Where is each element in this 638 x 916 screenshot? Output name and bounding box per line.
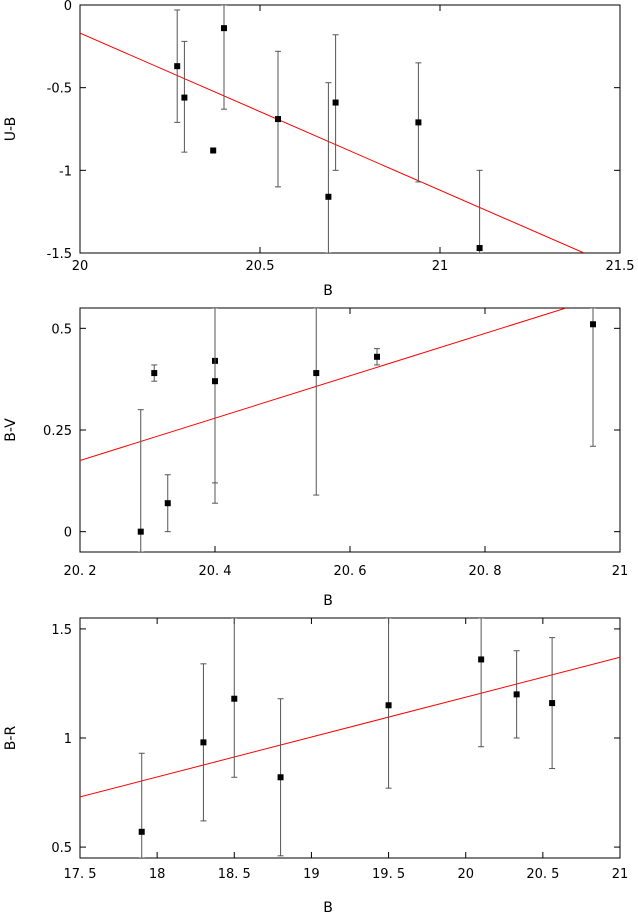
data-point	[231, 695, 238, 702]
data-point	[164, 500, 171, 507]
data-point	[313, 370, 320, 377]
chart-panel-2: 20. 2 20. 4 20. 6 20. 8 21 0 0.25 0.5 B B-V	[3, 307, 629, 609]
x-tick-label: 20. 2	[63, 564, 96, 579]
y-tick-label: 1.5	[51, 623, 72, 638]
x-axis-title: B	[323, 900, 333, 916]
plot-frame	[79, 307, 621, 553]
y-tick-label: 1	[64, 732, 72, 747]
data-point	[590, 321, 596, 328]
fit-line	[80, 656, 620, 798]
y-tick-label: -0.5	[47, 82, 72, 97]
x-tick-label: 18	[149, 867, 166, 882]
data-point	[476, 245, 483, 252]
x-tick-label: 20	[457, 867, 474, 882]
x-tick-label: 20.5	[246, 259, 275, 274]
data-point	[478, 656, 485, 663]
data-point	[138, 828, 145, 835]
y-axis-title: B-V	[3, 418, 19, 442]
fit-line	[80, 308, 567, 461]
data-point	[513, 691, 520, 698]
x-tick-label: 20. 5	[526, 867, 559, 882]
y-tick-label: 0	[64, 526, 72, 541]
y-tick-label: -1	[59, 164, 72, 179]
data-point	[151, 370, 158, 377]
plot-frame	[79, 617, 621, 859]
data-point	[332, 99, 339, 106]
data-point	[415, 119, 422, 126]
x-axis-title: B	[323, 593, 333, 609]
data-point	[549, 700, 556, 707]
x-tick-label: 21	[612, 867, 629, 882]
data-point	[210, 147, 217, 154]
data-point	[174, 63, 181, 70]
data-point	[277, 774, 284, 781]
x-tick-label: 20. 8	[468, 564, 501, 579]
fit-line	[80, 32, 585, 253]
chart-panel-1: 20 20.5 21 21.5 0 -0.5 -1 -1.5 B U-B	[3, 0, 634, 299]
x-tick-label: 20. 4	[198, 564, 231, 579]
data-point	[325, 193, 332, 200]
x-tick-label: 21.5	[606, 259, 635, 274]
y-axis-title: U-B	[3, 117, 19, 141]
plot-frame	[79, 4, 621, 254]
x-tick-label: 21	[432, 259, 449, 274]
x-axis-title: B	[323, 283, 333, 299]
chart-panel-3: 17. 5 18 18. 5 19 19. 5 20 20. 5 21 0.5 1 1.5 B B-R	[3, 617, 629, 916]
x-tick-label: 19	[303, 867, 320, 882]
y-axis-title: B-R	[3, 726, 19, 751]
x-tick-label: 20. 6	[333, 564, 366, 579]
x-tick-label: 17. 5	[63, 867, 96, 882]
x-tick-label: 18. 5	[218, 867, 251, 882]
data-point	[221, 25, 227, 32]
data-point	[385, 702, 392, 709]
y-tick-label: 0.5	[51, 322, 72, 337]
x-tick-label: 20	[72, 259, 89, 274]
x-tick-label: 19. 5	[372, 867, 405, 882]
y-tick-label: 0	[64, 0, 72, 14]
data-point	[181, 94, 188, 101]
y-tick-label: -1.5	[47, 247, 72, 262]
data-point	[137, 528, 144, 535]
y-tick-label: 0.5	[51, 841, 72, 856]
x-tick-label: 21	[612, 564, 629, 579]
y-tick-label: 0.25	[43, 424, 72, 439]
data-point	[374, 353, 380, 360]
data-point	[212, 378, 218, 385]
data-point	[200, 739, 207, 746]
data-point	[275, 116, 281, 123]
